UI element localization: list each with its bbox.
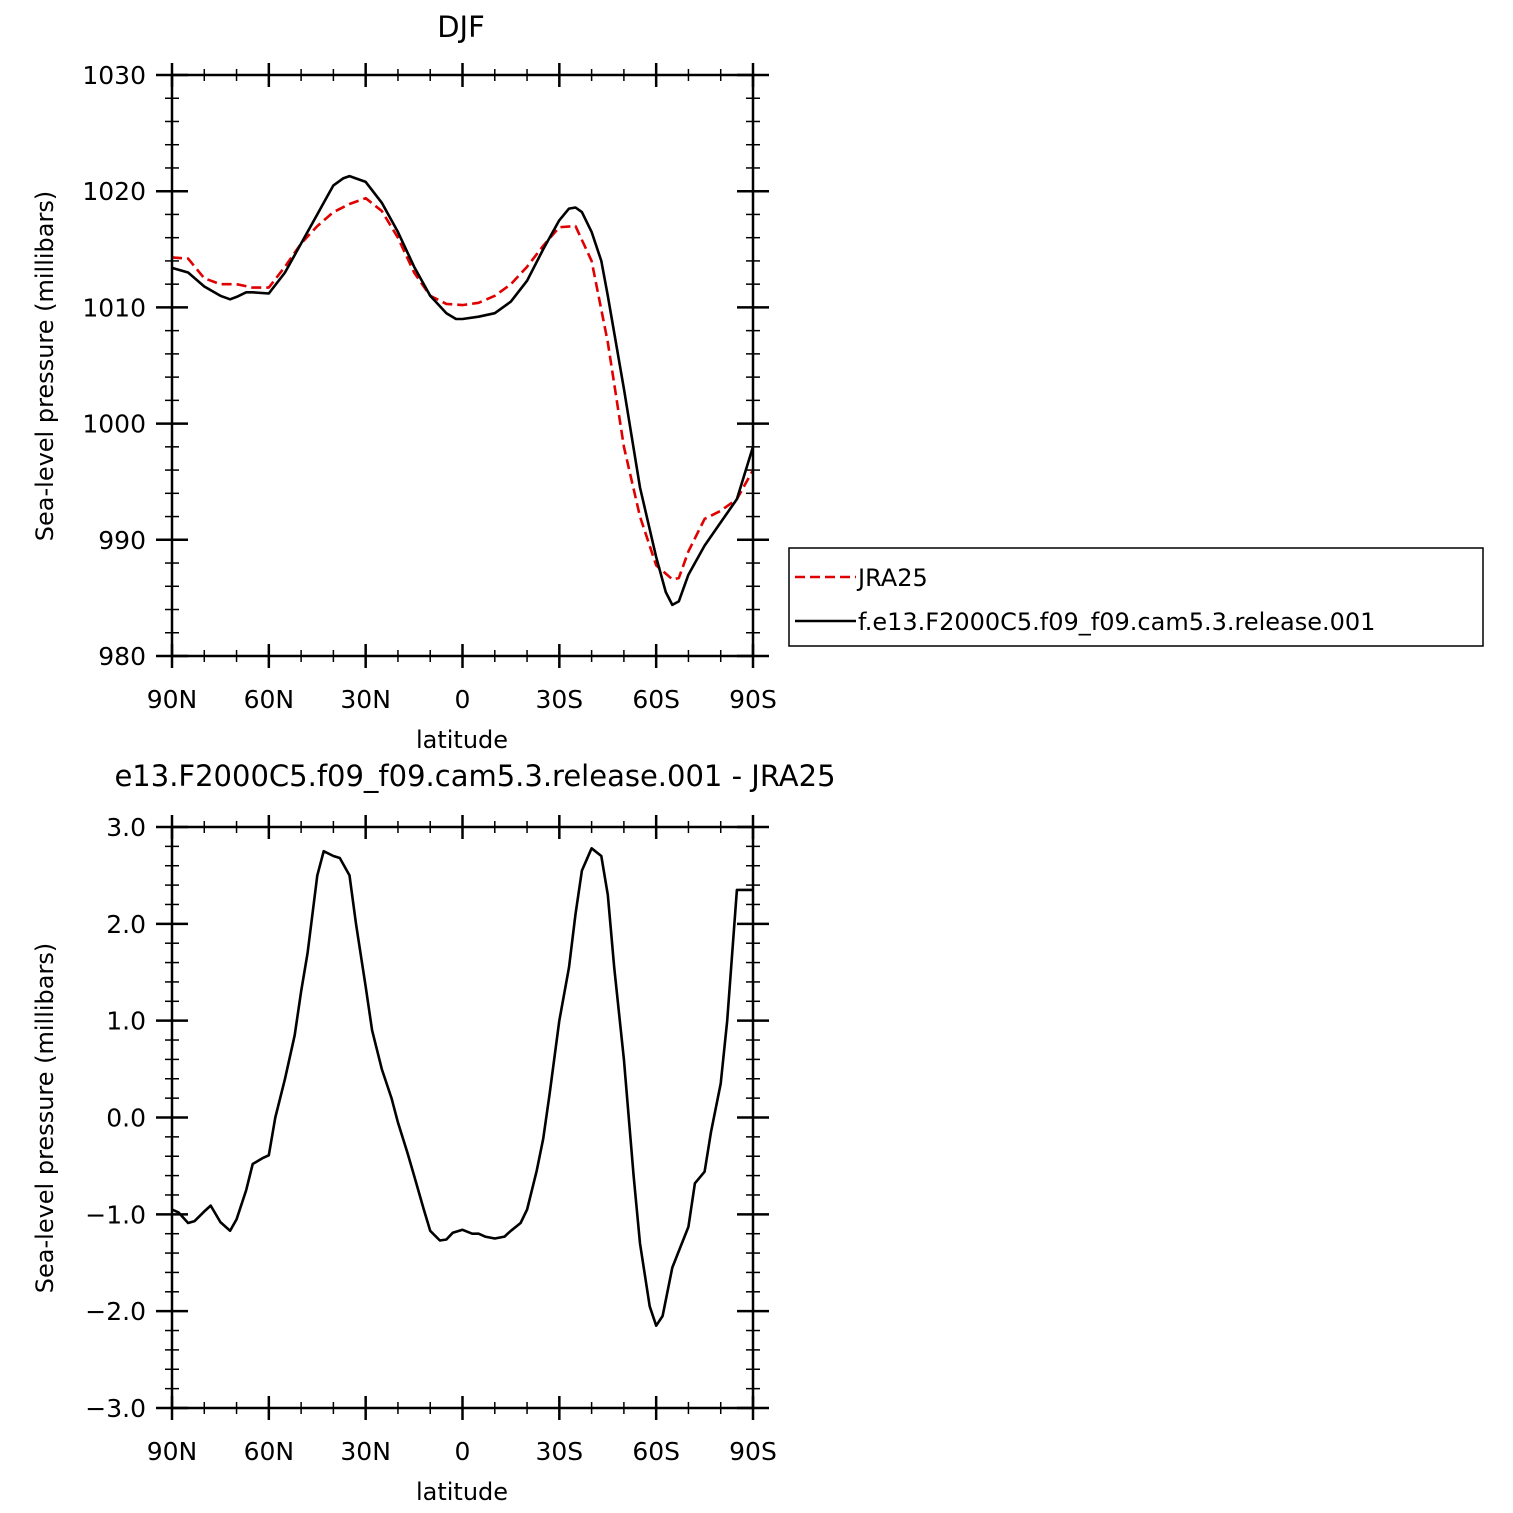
top-y-tick-label: 980 xyxy=(98,642,146,671)
top-panel: DJF 90N 60N 30N 0 30S 60S 90S 980 990 1000 1010 102… xyxy=(31,10,1484,754)
bottom-x-tick-label: 60S xyxy=(632,1437,680,1466)
bottom-x-tick-label: 0 xyxy=(455,1437,471,1466)
bottom-x-tick-label: 30N xyxy=(340,1437,391,1466)
top-plot-area: 90N 60N 30N 0 30S 60S 90S 980 990 1000 1010 1020 103… xyxy=(82,61,776,714)
bottom-y-tick-label: −1.0 xyxy=(85,1200,146,1229)
top-plot-frame xyxy=(170,73,755,658)
top-y-tick-label: 990 xyxy=(98,526,146,555)
bottom-y-tick-label: −3.0 xyxy=(85,1394,146,1423)
bottom-x-axis-label: latitude xyxy=(416,1478,508,1506)
top-x-tick-label: 60S xyxy=(632,685,680,714)
bottom-plot-area: 90N 60N 30N 0 30S 60S 90S −3.0 −2.0 −1.0 0.0 1.0 2.0… xyxy=(85,813,777,1466)
bottom-plot-frame xyxy=(170,825,755,1410)
bottom-x-tick-label: 90N xyxy=(147,1437,198,1466)
bottom-panel: e13.F2000C5.f09_f09.cam5.3.release.001 -… xyxy=(31,759,836,1506)
bottom-panel-title: e13.F2000C5.f09_f09.cam5.3.release.001 -… xyxy=(114,759,835,793)
legend: JRA25 f.e13.F2000C5.f09_f09.cam5.3.relea… xyxy=(788,547,1484,647)
bottom-y-axis-label: Sea-level pressure (millibars) xyxy=(31,943,59,1293)
bottom-y-tick-label: −2.0 xyxy=(85,1297,146,1326)
top-x-tick-label: 30N xyxy=(340,685,391,714)
top-y-tick-label: 1030 xyxy=(82,61,146,90)
bottom-y-tick-label: 2.0 xyxy=(106,910,146,939)
bottom-x-tick-label: 60N xyxy=(244,1437,295,1466)
bottom-y-tick-label: 0.0 xyxy=(106,1104,146,1133)
top-x-tick-label: 60N xyxy=(244,685,295,714)
top-y-tick-label: 1000 xyxy=(82,410,146,439)
top-x-tick-label: 90N xyxy=(147,685,198,714)
bottom-y-tick-label: 1.0 xyxy=(106,1007,146,1036)
top-series-line-0 xyxy=(171,196,755,581)
legend-label-model: f.e13.F2000C5.f09_f09.cam5.3.release.001 xyxy=(858,608,1375,636)
top-x-tick-label: 0 xyxy=(455,685,471,714)
bottom-y-tick-label: 3.0 xyxy=(106,813,146,842)
bottom-series-line-0 xyxy=(171,846,753,1327)
bottom-x-tick-label: 30S xyxy=(535,1437,583,1466)
top-x-tick-label: 30S xyxy=(535,685,583,714)
bottom-x-tick-label: 90S xyxy=(729,1437,777,1466)
top-x-axis-label: latitude xyxy=(416,726,508,754)
legend-label-jra25: JRA25 xyxy=(856,564,928,592)
top-y-axis-label: Sea-level pressure (millibars) xyxy=(31,191,59,541)
top-panel-title: DJF xyxy=(437,10,485,44)
legend-box xyxy=(788,547,1484,647)
top-y-tick-label: 1010 xyxy=(82,293,146,322)
top-series-line-1 xyxy=(171,174,755,607)
top-y-tick-label: 1020 xyxy=(82,177,146,206)
top-x-tick-label: 90S xyxy=(729,685,777,714)
